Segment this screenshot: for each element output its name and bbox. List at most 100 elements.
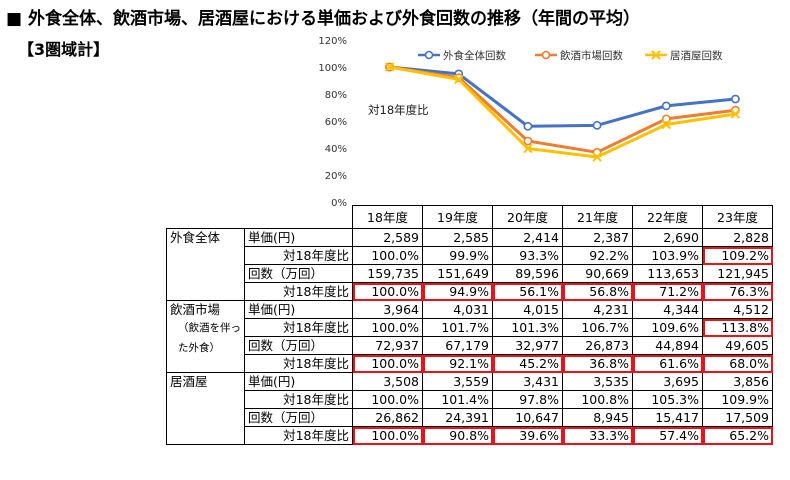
table-row: 回数（万回） 72,937 67,179 32,977 26,873 44,894 49,6… [167, 336, 773, 355]
ratio-cell: 109.9% [702, 390, 773, 409]
value-cell: 113,653 [632, 264, 703, 283]
page-title: ■ 外食全体、飲酒市場、居酒屋における単価および外食回数の推移（年間の平均） [6, 9, 640, 29]
value-cell: 4,231 [562, 300, 633, 319]
year-header: 21年度 [562, 205, 633, 229]
value-cell: 15,417 [632, 408, 703, 427]
value-cell: 2,585 [422, 228, 493, 247]
group-note: （飲酒を伴っ [178, 322, 241, 334]
data-point [592, 152, 602, 162]
ratio-cell: 100.0% [352, 318, 423, 337]
ratio-cell: 105.3% [632, 390, 703, 409]
ratio-cell: 56.8% [562, 282, 633, 301]
ratio-cell: 100.0% [352, 390, 423, 409]
value-cell: 3,535 [562, 372, 633, 391]
table-row: 対18年度比 100.0% 101.4% 97.8% 100.8% 105.3% 109.9… [167, 390, 773, 409]
data-point [731, 94, 740, 104]
corner-cell [244, 205, 353, 229]
group-note: た外食） [178, 342, 220, 354]
ratio-label: 対18年度比 [244, 426, 353, 445]
metric-label: 回数（万回） [244, 264, 353, 283]
y-tick-label: 80% [325, 90, 347, 101]
ratio-cell: 97.8% [492, 390, 563, 409]
data-table: 18年度 19年度 20年度 21年度 22年度 23年度 外食全体 単価(円) 2… [166, 205, 773, 445]
legend-label: 居酒屋回数 [670, 49, 723, 62]
value-cell: 3,508 [352, 372, 423, 391]
ratio-label: 対18年度比 [244, 282, 353, 301]
legend-marker [424, 50, 434, 60]
series-line [389, 65, 736, 128]
value-cell: 2,690 [632, 228, 703, 247]
group-name: 飲酒市場 [170, 302, 221, 317]
ratio-cell: 76.3% [702, 282, 773, 301]
value-cell: 17,509 [702, 408, 773, 427]
ratio-cell: 36.8% [562, 354, 633, 373]
ratio-cell: 61.6% [632, 354, 703, 373]
value-cell: 4,015 [492, 300, 563, 319]
y-tick-label: 40% [325, 144, 347, 155]
ratio-cell: 33.3% [562, 426, 633, 445]
year-header: 18年度 [352, 205, 423, 229]
table-row: 回数（万回） 159,735 151,649 89,596 90,669 113,653 1… [167, 264, 773, 283]
table-row: 対18年度比 100.0% 101.7% 101.3% 106.7% 109.6% 113.… [167, 318, 773, 337]
table-row: 居酒屋 単価(円) 3,508 3,559 3,431 3,535 3,695 3,856 [166, 372, 773, 445]
ratio-cell: 100.8% [562, 390, 633, 409]
legend-label: 外食全体回数 [443, 49, 506, 62]
ratio-cell: 39.6% [492, 426, 563, 445]
value-cell: 4,344 [632, 300, 703, 319]
ratio-label: 対18年度比 [244, 354, 353, 373]
ratio-cell: 99.9% [422, 246, 493, 265]
value-cell: 3,695 [632, 372, 703, 391]
metric-label: 単価(円) [244, 300, 353, 319]
table-row: 対18年度比 100.0% 99.9% 93.3% 92.2% 103.9% 109.2% [167, 246, 773, 265]
chart-annotation: 対18年度比 [368, 103, 429, 117]
table-row: 外食全体 単価(円) 2,589 2,585 2,414 2,387 2,690 2,828 [166, 228, 773, 301]
data-point [523, 143, 533, 154]
value-cell: 2,414 [492, 228, 563, 247]
ratio-cell: 71.2% [632, 282, 703, 301]
value-cell: 89,596 [492, 264, 563, 283]
ratio-cell: 100.0% [352, 354, 423, 373]
table-row: 対18年度比 100.0% 94.9% 56.1% 56.8% 71.2% 76.3% [167, 282, 773, 301]
ratio-cell: 94.9% [422, 282, 493, 301]
value-cell: 44,894 [632, 336, 703, 355]
legend-marker [541, 50, 551, 60]
value-cell: 67,179 [422, 336, 493, 355]
value-cell: 151,649 [422, 264, 493, 283]
legend-marker [651, 50, 661, 60]
data-point [730, 109, 741, 119]
data-point [523, 121, 533, 131]
value-cell: 32,977 [492, 336, 563, 355]
table-row: 回数（万回） 26,862 24,391 10,647 8,945 15,417 17,50… [167, 408, 773, 427]
ratio-label: 対18年度比 [244, 246, 353, 265]
data-point [592, 120, 602, 130]
region-subtitle: 【3圏域計】 [18, 40, 110, 59]
legend-label: 飲酒市場回数 [560, 49, 623, 62]
table-header-row: 18年度 19年度 20年度 21年度 22年度 23年度 [166, 205, 773, 229]
series-line [389, 65, 736, 154]
data-point [384, 62, 395, 72]
ratio-cell: 100.0% [352, 246, 423, 265]
line-chart: 0% 20% 40% 60% 80% 100% 120% 外食全体回数 飲酒市場回数 居酒屋回数対… [318, 36, 741, 209]
year-header: 19年度 [422, 205, 493, 229]
group-name: 居酒屋 [170, 374, 208, 389]
y-tick-label: 100% [318, 63, 347, 74]
year-header: 20年度 [492, 205, 563, 229]
y-tick-label: 60% [325, 117, 347, 128]
data-point [523, 136, 533, 146]
ratio-cell: 65.2% [702, 426, 773, 445]
ratio-cell: 100.0% [352, 426, 423, 445]
ratio-cell: 101.3% [492, 318, 563, 337]
group-cell: 外食全体 [166, 228, 245, 301]
ratio-cell: 106.7% [562, 318, 633, 337]
ratio-label: 対18年度比 [244, 318, 353, 337]
ratio-cell: 100.0% [352, 282, 423, 301]
metric-label: 回数（万回） [244, 408, 353, 427]
ratio-cell: 92.1% [422, 354, 493, 373]
table-row: 対18年度比 100.0% 90.8% 39.6% 33.3% 57.4% 65.2% [167, 426, 773, 445]
value-cell: 26,862 [352, 408, 423, 427]
data-point [454, 74, 464, 85]
value-cell: 10,647 [492, 408, 563, 427]
value-cell: 3,431 [492, 372, 563, 391]
data-point [661, 114, 671, 124]
ratio-cell: 45.2% [492, 354, 563, 373]
